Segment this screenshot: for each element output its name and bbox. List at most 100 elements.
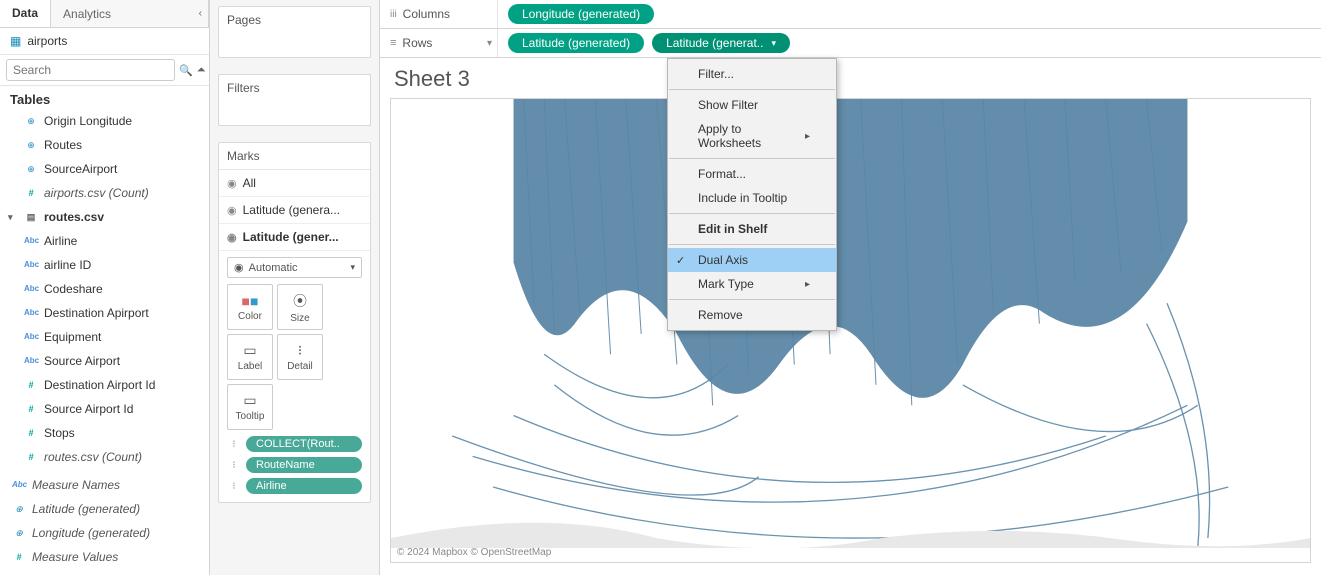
field-item[interactable]: #Measure Values xyxy=(0,545,209,569)
field-item[interactable]: #airports.csv (Count) xyxy=(0,181,209,205)
map-attribution: © 2024 Mapbox © OpenStreetMap xyxy=(397,547,551,558)
field-item[interactable]: AbcCodeshare xyxy=(0,277,209,301)
field-item[interactable]: #routes.csv (Count) xyxy=(0,445,209,469)
color-label: Color xyxy=(238,311,262,322)
menu-mark-type[interactable]: Mark Type ▸ xyxy=(668,272,836,296)
mark-pill[interactable]: COLLECT(Rout.. xyxy=(246,436,362,452)
tooltip-button[interactable]: ▭ Tooltip xyxy=(227,384,273,430)
menu-include-tooltip[interactable]: Include in Tooltip xyxy=(668,186,836,210)
worksheet-area: iii Columns Longitude (generated) ≡ Rows… xyxy=(380,0,1321,575)
menu-separator xyxy=(669,299,835,300)
field-item[interactable]: AbcDestination Apirport xyxy=(0,301,209,325)
field-label: Codeshare xyxy=(44,279,103,299)
mark-pill[interactable]: Airline xyxy=(246,478,362,494)
filters-card[interactable]: Filters xyxy=(218,74,371,126)
search-icon[interactable]: 🔍 xyxy=(179,64,193,77)
field-item[interactable]: #Source Airport Id xyxy=(0,397,209,421)
rows-text: Rows xyxy=(402,36,432,50)
field-item[interactable]: ⊕Routes xyxy=(0,133,209,157)
mark-layer-1[interactable]: ◉ Latitude (genera... xyxy=(219,197,370,224)
filters-title: Filters xyxy=(219,75,370,101)
tab-data[interactable]: Data xyxy=(0,0,51,27)
field-item[interactable]: Abcairline ID xyxy=(0,253,209,277)
shapes-icon: ◉ xyxy=(227,204,237,217)
tooltip-label: Tooltip xyxy=(236,411,265,422)
tab-analytics[interactable]: Analytics ‹ xyxy=(51,0,209,27)
field-label: Stops xyxy=(44,423,75,443)
menu-filter[interactable]: Filter... xyxy=(668,62,836,86)
mark-pill-list: ⁝ COLLECT(Rout.. ⁝RouteName ⁝ Airline xyxy=(219,436,370,502)
field-item[interactable]: ⊕Longitude (generated) xyxy=(0,521,209,545)
mark-pill-row[interactable]: ⁝RouteName xyxy=(227,457,362,473)
tooltip-icon: ▭ xyxy=(243,392,256,409)
menu-edit-shelf[interactable]: Edit in Shelf xyxy=(668,217,836,241)
menu-apply-worksheets[interactable]: Apply to Worksheets ▸ xyxy=(668,117,836,155)
mark-layer-all[interactable]: ◉ All xyxy=(219,170,370,197)
pill-latitude-1[interactable]: Latitude (generated) xyxy=(508,33,644,53)
sheet-title[interactable]: Sheet 3 xyxy=(380,58,1321,98)
field-item[interactable]: ⊕Latitude (generated) xyxy=(0,497,209,521)
columns-icon: iii xyxy=(390,9,397,20)
pill-label: Latitude (generated) xyxy=(522,36,630,50)
pill-label: Longitude (generated) xyxy=(522,7,640,21)
menu-format[interactable]: Format... xyxy=(668,162,836,186)
field-item[interactable]: ⊕SourceAirport xyxy=(0,157,209,181)
datasource-icon: ▦ xyxy=(10,34,21,48)
tables-heading: Tables xyxy=(0,86,209,109)
menu-separator xyxy=(669,158,835,159)
mark-type-label: Automatic xyxy=(249,262,298,274)
mark-pill-row[interactable]: ⁝ Airline xyxy=(227,478,362,494)
pill-longitude[interactable]: Longitude (generated) xyxy=(508,4,654,24)
data-pane: Data Analytics ‹ ▦ airports 🔍 ⏶ ▨ ▾ Tabl… xyxy=(0,0,210,575)
chevron-down-icon[interactable]: ▾ xyxy=(487,38,497,49)
field-item[interactable]: AbcSource Airport xyxy=(0,349,209,373)
search-input[interactable] xyxy=(6,59,175,81)
mark-pill[interactable]: RouteName xyxy=(246,457,362,473)
detail-slot-icon: ⁝ xyxy=(227,439,241,450)
mark-pill-row[interactable]: ⁝ COLLECT(Rout.. xyxy=(227,436,362,452)
field-item[interactable]: AbcAirline xyxy=(0,229,209,253)
menu-separator xyxy=(669,89,835,90)
field-label: Source Airport Id xyxy=(44,399,133,419)
pages-title: Pages xyxy=(219,7,370,33)
columns-drop[interactable]: Longitude (generated) xyxy=(498,4,1321,24)
filter-icon[interactable]: ⏶ xyxy=(197,64,206,77)
field-list[interactable]: ⊕Origin Longitude⊕Routes⊕SourceAirport#a… xyxy=(0,109,209,575)
table-group-routes[interactable]: ▾ ▤ routes.csv xyxy=(0,205,209,229)
menu-label: Apply to Worksheets xyxy=(698,122,805,150)
datasource-row[interactable]: ▦ airports xyxy=(0,28,209,55)
field-item[interactable]: AbcEquipment xyxy=(0,325,209,349)
menu-dual-axis[interactable]: ✓ Dual Axis xyxy=(668,248,836,272)
pages-card[interactable]: Pages xyxy=(218,6,371,58)
mark-layer-2[interactable]: ◉ Latitude (gener... xyxy=(219,224,370,251)
chevron-down-icon: ▾ xyxy=(350,262,355,273)
field-label: routes.csv (Count) xyxy=(44,447,142,467)
detail-button[interactable]: ⁝Detail xyxy=(277,334,323,380)
chevron-down-icon[interactable]: ▾ xyxy=(771,38,776,49)
label-icon: ▭ xyxy=(243,342,256,359)
field-label: Measure Names xyxy=(32,475,120,495)
color-button[interactable]: ■■Color xyxy=(227,284,273,330)
mark-type-select[interactable]: ◉ Automatic ▾ xyxy=(227,257,362,278)
rows-drop[interactable]: Latitude (generated) Latitude (generat..… xyxy=(498,33,1321,53)
rows-shelf[interactable]: ≡ Rows ▾ Latitude (generated) Latitude (… xyxy=(380,29,1321,58)
shapes-icon: ◉ xyxy=(234,261,244,274)
mark-l2-label: Latitude (gener... xyxy=(243,230,339,244)
field-item[interactable]: ⊕Origin Longitude xyxy=(0,109,209,133)
rows-icon: ≡ xyxy=(390,37,396,49)
field-item[interactable]: AbcMeasure Names xyxy=(0,473,209,497)
menu-remove[interactable]: Remove xyxy=(668,303,836,327)
menu-show-filter[interactable]: Show Filter xyxy=(668,93,836,117)
field-label: Longitude (generated) xyxy=(32,523,150,543)
label-button[interactable]: ▭Label xyxy=(227,334,273,380)
mark-l1-label: Latitude (genera... xyxy=(243,203,340,217)
pill-latitude-2[interactable]: Latitude (generat.. ▾ xyxy=(652,33,790,53)
collapse-icon[interactable]: ‹ xyxy=(199,8,202,19)
field-item[interactable]: #Destination Airport Id xyxy=(0,373,209,397)
size-button[interactable]: ⦿Size xyxy=(277,284,323,330)
field-item[interactable]: #Stops xyxy=(0,421,209,445)
menu-separator xyxy=(669,213,835,214)
visualization[interactable]: © 2024 Mapbox © OpenStreetMap xyxy=(390,98,1311,563)
detail-slot-icon: ⁝ xyxy=(227,481,241,492)
columns-shelf[interactable]: iii Columns Longitude (generated) xyxy=(380,0,1321,29)
